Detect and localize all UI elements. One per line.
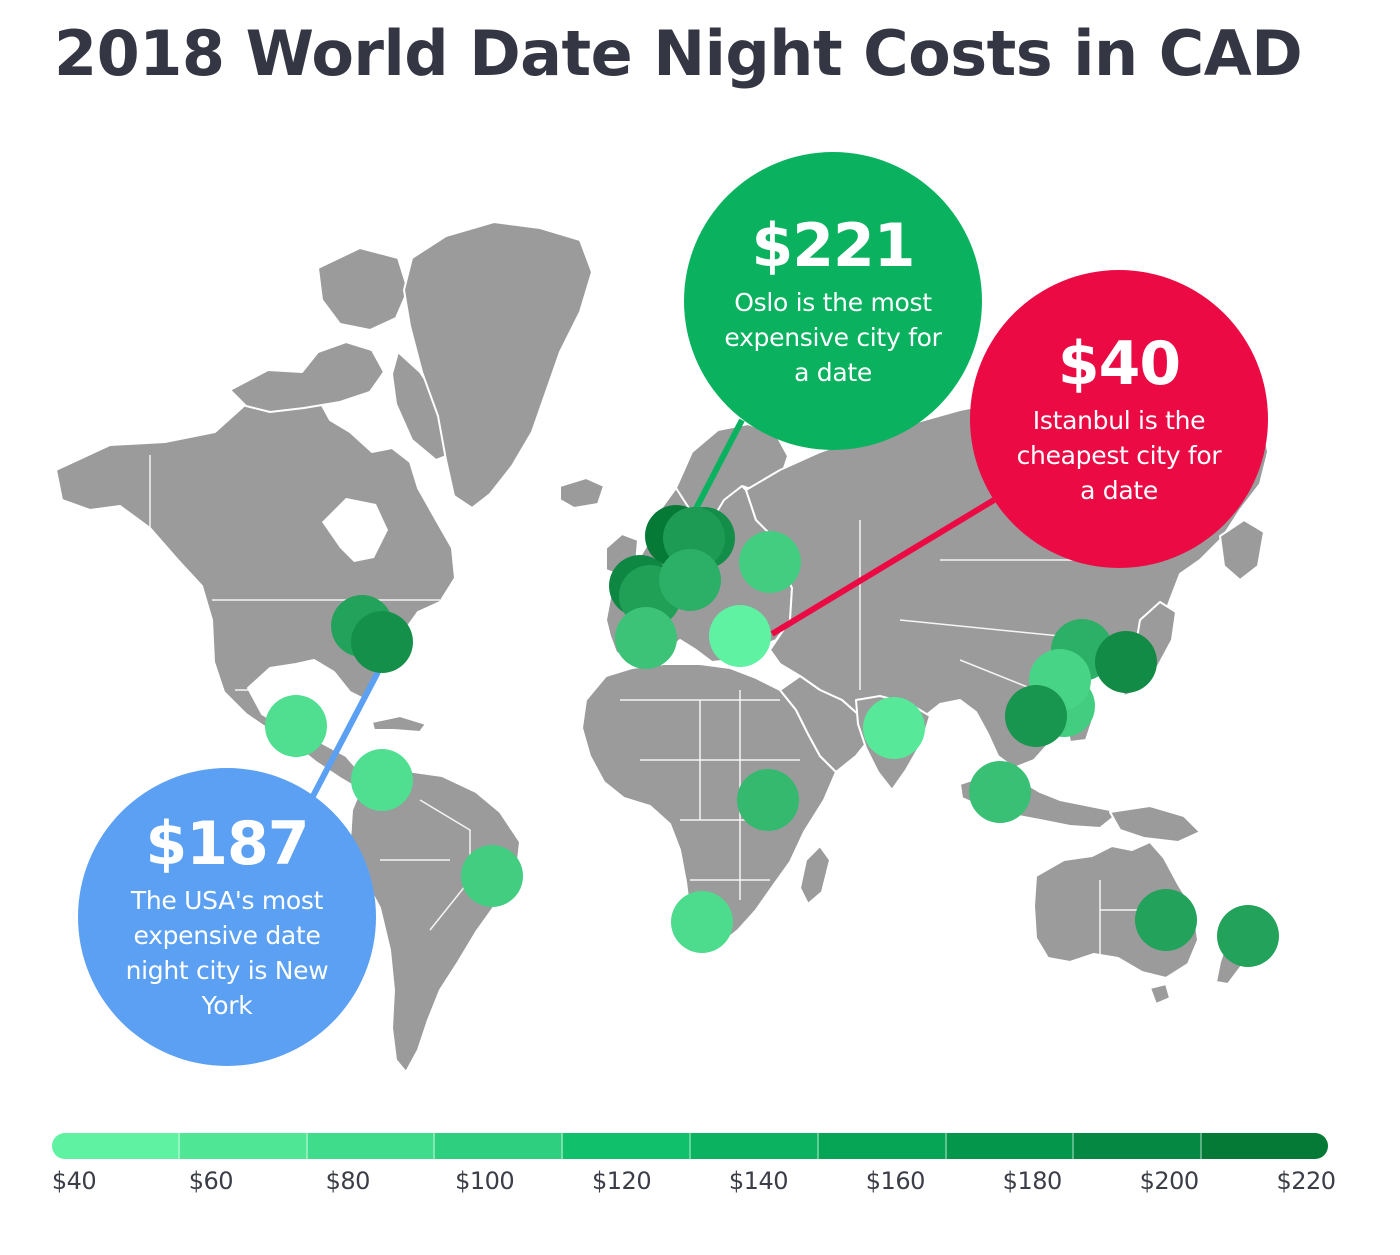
- legend-segment: [946, 1133, 1075, 1159]
- city-marker-hong-kong: [1005, 685, 1067, 747]
- kamchatka: [1219, 519, 1265, 581]
- city-marker-istanbul: [709, 605, 771, 667]
- legend-tick-label: $60: [188, 1167, 234, 1195]
- legend-segment: [52, 1133, 180, 1159]
- north-america-landmass: [55, 387, 456, 777]
- city-marker-moscow: [739, 531, 801, 593]
- city-marker-mexico-city: [265, 695, 327, 757]
- city-marker-sydney: [1135, 889, 1197, 951]
- city-marker-auckland: [1217, 905, 1279, 967]
- istanbul-connector-line: [770, 497, 996, 637]
- callout-connectors: [309, 418, 996, 800]
- callout-oslo-description: Oslo is the most expensive city for a da…: [724, 287, 942, 387]
- madagascar: [799, 845, 831, 905]
- legend-tick-label: $100: [455, 1167, 515, 1195]
- tasmania: [1149, 983, 1171, 1005]
- callout-new-york: $187 The USA's most expensive date night…: [78, 768, 376, 1066]
- legend-segment: [179, 1133, 308, 1159]
- legend-tick-label: $120: [592, 1167, 652, 1195]
- city-marker-new-york: [351, 611, 413, 673]
- color-scale-legend: [52, 1133, 1328, 1159]
- city-marker-nairobi: [737, 769, 799, 831]
- callout-istanbul: $40 Istanbul is the cheapest city for a …: [970, 270, 1268, 568]
- callout-istanbul-amount: $40: [1057, 328, 1181, 399]
- arctic-islands: [229, 341, 385, 413]
- legend-segment: [563, 1133, 691, 1159]
- arabian-peninsula: [779, 675, 873, 773]
- city-marker-singapore: [969, 761, 1031, 823]
- city-marker-rio-de-janeiro: [461, 845, 523, 907]
- city-marker-tokyo: [1095, 631, 1157, 693]
- legend-tick-label: $220: [1276, 1167, 1336, 1195]
- legend-tick-label: $160: [865, 1167, 926, 1195]
- legend-tick-label: $40: [51, 1167, 97, 1195]
- legend-segment: [1074, 1133, 1203, 1159]
- hudson-bay: [322, 498, 388, 562]
- legend-tick-label: $80: [325, 1167, 371, 1195]
- callout-istanbul-description: Istanbul is the cheapest city for a date: [1016, 405, 1222, 505]
- caribbean-islands: [371, 715, 427, 733]
- city-marker-berlin: [659, 549, 721, 611]
- city-marker-mumbai: [863, 697, 925, 759]
- callout-new-york-description: The USA's most expensive date night city…: [125, 886, 329, 1020]
- africa-landmass: [581, 663, 837, 947]
- legend-tick-label: $200: [1139, 1167, 1200, 1195]
- city-marker-bogota: [351, 749, 413, 811]
- city-marker-cape-town: [671, 891, 733, 953]
- callout-oslo: $221 Oslo is the most expensive city for…: [684, 152, 982, 450]
- city-markers: [265, 505, 1279, 967]
- legend-tick-label: $180: [1002, 1167, 1063, 1195]
- iceland: [559, 477, 605, 509]
- page-title: 2018 World Date Night Costs in CAD: [54, 17, 1303, 90]
- legend-segment: [435, 1133, 564, 1159]
- legend-segment: [307, 1133, 436, 1159]
- legend-segment: [690, 1133, 819, 1159]
- callout-oslo-amount: $221: [751, 210, 916, 281]
- oslo-connector-line: [685, 418, 745, 526]
- new-guinea: [1109, 805, 1201, 843]
- callout-new-york-amount: $187: [145, 809, 310, 879]
- city-marker-madrid: [615, 607, 677, 669]
- legend-segment: [1202, 1133, 1328, 1159]
- greenland-landmass: [403, 221, 593, 509]
- legend-tick-label: $140: [728, 1167, 789, 1195]
- newyork-connector-line: [309, 670, 381, 800]
- arctic-islands-north: [317, 247, 409, 331]
- legend-segment: [818, 1133, 947, 1159]
